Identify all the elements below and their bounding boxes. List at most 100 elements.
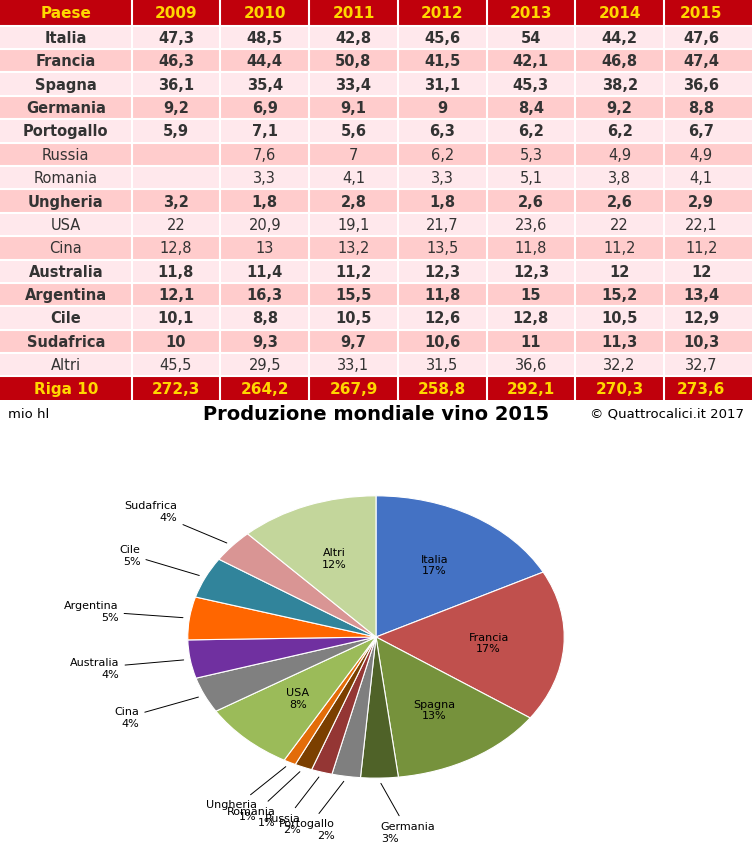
Bar [0,143,752,167]
Text: 292,1: 292,1 [507,381,555,396]
Text: USA: USA [50,218,81,233]
Text: 2009: 2009 [155,6,197,21]
Text: Germania: Germania [26,101,106,116]
Text: 3,3: 3,3 [253,171,276,186]
Text: 8,8: 8,8 [688,101,714,116]
Text: Cile
5%: Cile 5% [120,544,199,576]
Text: 2011: 2011 [332,6,374,21]
Text: 7,6: 7,6 [253,148,276,163]
Text: 45,3: 45,3 [513,78,549,93]
Text: 11: 11 [520,334,541,349]
Text: 1,8: 1,8 [429,194,455,209]
Text: 33,1: 33,1 [338,358,369,373]
Bar [0,284,752,307]
Text: 54: 54 [520,31,541,46]
Text: 8,4: 8,4 [518,101,544,116]
Text: Russia: Russia [42,148,89,163]
Text: 32,7: 32,7 [685,358,717,373]
Text: 11,8: 11,8 [514,241,547,256]
Text: 6,2: 6,2 [607,124,632,139]
Text: Francia
17%: Francia 17% [468,632,509,653]
Text: Riga 10: Riga 10 [34,381,98,396]
Text: 35,4: 35,4 [247,78,283,93]
Text: 12,3: 12,3 [424,264,460,279]
Wedge shape [284,637,376,765]
Wedge shape [332,637,376,777]
Text: 45,6: 45,6 [424,31,460,46]
Text: 5,1: 5,1 [520,171,542,186]
Text: 9: 9 [437,101,447,116]
Text: 12,9: 12,9 [683,311,720,326]
Text: Sudafrica: Sudafrica [26,334,105,349]
Text: 4,1: 4,1 [690,171,713,186]
Text: 3,3: 3,3 [431,171,453,186]
Text: 44,4: 44,4 [247,54,283,69]
Text: 48,5: 48,5 [247,31,283,46]
Text: Ungheria: Ungheria [28,194,104,209]
Text: 15: 15 [520,288,541,303]
Text: 2014: 2014 [599,6,641,21]
Text: 13,2: 13,2 [337,241,370,256]
Text: Italia
17%: Italia 17% [421,555,448,576]
Text: Germania
3%: Germania 3% [381,783,435,842]
Text: 11,3: 11,3 [602,334,638,349]
Text: Spagna: Spagna [35,78,97,93]
Wedge shape [376,637,530,777]
Text: 4,9: 4,9 [690,148,713,163]
Text: © Quattrocalici.it 2017: © Quattrocalici.it 2017 [590,408,744,420]
Bar [0,190,752,214]
Text: 264,2: 264,2 [241,381,289,396]
Text: 2,6: 2,6 [607,194,632,209]
Text: mio hl: mio hl [8,408,49,420]
Text: 11,2: 11,2 [603,241,636,256]
Bar [0,50,752,73]
Text: Romania: Romania [34,171,98,186]
Text: 9,2: 9,2 [163,101,189,116]
Wedge shape [376,496,543,637]
Text: 44,2: 44,2 [602,31,638,46]
Text: 9,3: 9,3 [252,334,277,349]
Text: Cina
4%: Cina 4% [114,697,199,728]
Text: 15,5: 15,5 [335,288,371,303]
Bar [0,27,752,50]
Text: 42,8: 42,8 [335,31,371,46]
Text: Cina: Cina [50,241,82,256]
Text: 11,2: 11,2 [685,241,717,256]
Text: 5,3: 5,3 [520,148,542,163]
Text: 3,2: 3,2 [163,194,189,209]
Text: Francia: Francia [35,54,96,69]
Bar [0,97,752,120]
Wedge shape [360,637,399,778]
Text: 23,6: 23,6 [514,218,547,233]
Wedge shape [311,637,376,774]
Text: 12,6: 12,6 [424,311,460,326]
Text: 12: 12 [691,264,711,279]
Text: Paese: Paese [41,6,91,21]
Text: 13,5: 13,5 [426,241,458,256]
Text: 32,2: 32,2 [603,358,636,373]
Text: 2,6: 2,6 [518,194,544,209]
Text: Argentina: Argentina [25,288,107,303]
Text: 2,9: 2,9 [688,194,714,209]
Text: 50,8: 50,8 [335,54,371,69]
Text: 22: 22 [167,218,185,233]
Text: 13: 13 [256,241,274,256]
Bar [0,307,752,330]
Text: 2012: 2012 [421,6,463,21]
Text: 3,8: 3,8 [608,171,631,186]
Text: 11,4: 11,4 [247,264,283,279]
Text: 19,1: 19,1 [337,218,370,233]
Text: 6,7: 6,7 [688,124,714,139]
Text: Cile: Cile [50,311,81,326]
Text: 7: 7 [349,148,358,163]
Text: Romania
1%: Romania 1% [227,771,300,827]
Text: Argentina
5%: Argentina 5% [64,601,183,622]
Text: 4,9: 4,9 [608,148,631,163]
Text: 31,1: 31,1 [424,78,460,93]
Text: 11,2: 11,2 [335,264,371,279]
Text: 42,1: 42,1 [513,54,549,69]
Text: 11,8: 11,8 [158,264,194,279]
Text: 16,3: 16,3 [247,288,283,303]
Text: 6,2: 6,2 [431,148,453,163]
Text: 38,2: 38,2 [602,78,638,93]
